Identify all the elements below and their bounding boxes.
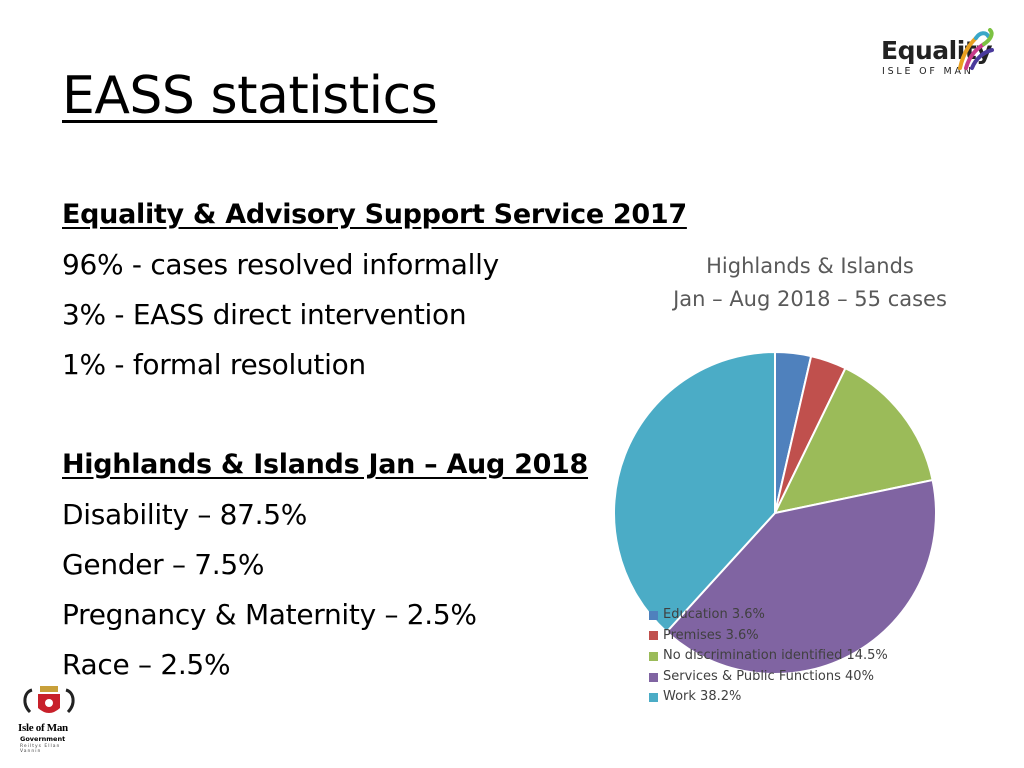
isle-of-man-government-crest: Isle of Man Government Reiltys Ellan Van… xyxy=(18,682,80,754)
pie-slice xyxy=(613,350,776,634)
rainbow-swirl-icon xyxy=(958,28,994,70)
legend-label: Education 3.6% xyxy=(663,607,765,622)
section-heading: Equality & Advisory Support Service 2017 xyxy=(62,199,687,230)
chart-title-line-1: Highlands & Islands xyxy=(706,254,914,278)
equality-logo: Equality ISLE OF MAN xyxy=(881,28,996,78)
legend-label: Services & Public Functions 40% xyxy=(663,668,874,684)
crest-subtitle: Government xyxy=(20,735,66,743)
legend-label: No discrimination identified 14.5% xyxy=(663,648,888,664)
legend-swatch xyxy=(649,693,658,703)
legend-item: Services & Public Functions 40% xyxy=(649,667,888,688)
content-list: Equality & Advisory Support Service 2017… xyxy=(62,190,687,690)
legend-swatch xyxy=(649,651,658,661)
stat-line: Disability – 87.5% xyxy=(62,498,308,531)
legend-item: No discrimination identified 14.5% xyxy=(649,646,888,667)
legend-label: Premises 3.6% xyxy=(663,627,759,643)
section-heading: Highlands & Islands Jan – Aug 2018 xyxy=(62,449,589,480)
crest-name: Isle of Man xyxy=(18,722,68,734)
legend-swatch xyxy=(649,631,658,641)
legend-label: Work 38.2% xyxy=(663,689,742,705)
chart-title: Highlands & Islands Jan – Aug 2018 – 55 … xyxy=(640,250,980,316)
legend-swatch xyxy=(649,610,658,620)
chart-title-line-2: Jan – Aug 2018 – 55 cases xyxy=(673,287,947,311)
stat-line: Gender – 7.5% xyxy=(62,548,265,581)
stat-line: 3% - EASS direct intervention xyxy=(62,298,467,331)
logo-subtitle: ISLE OF MAN xyxy=(882,66,974,77)
stat-line: 96% - cases resolved informally xyxy=(62,248,499,281)
pie-slice xyxy=(665,478,937,675)
stat-line: Pregnancy & Maternity – 2.5% xyxy=(62,598,477,631)
legend-item: Premises 3.6% xyxy=(649,626,888,647)
slide-title: EASS statistics xyxy=(62,66,438,126)
legend-item: Work 38.2% xyxy=(649,687,888,708)
chart-legend: Education 3.6% Premises 3.6% No discrimina… xyxy=(649,605,888,708)
crest-tagline: Reiltys Ellan Vannin xyxy=(20,744,61,754)
legend-swatch xyxy=(649,672,658,682)
coat-of-arms-icon xyxy=(23,686,75,714)
stat-line: Race – 2.5% xyxy=(62,648,231,681)
legend-item: Education 3.6% xyxy=(649,605,888,626)
pie-slice xyxy=(773,366,934,515)
stat-line: 1% - formal resolution xyxy=(62,348,366,381)
